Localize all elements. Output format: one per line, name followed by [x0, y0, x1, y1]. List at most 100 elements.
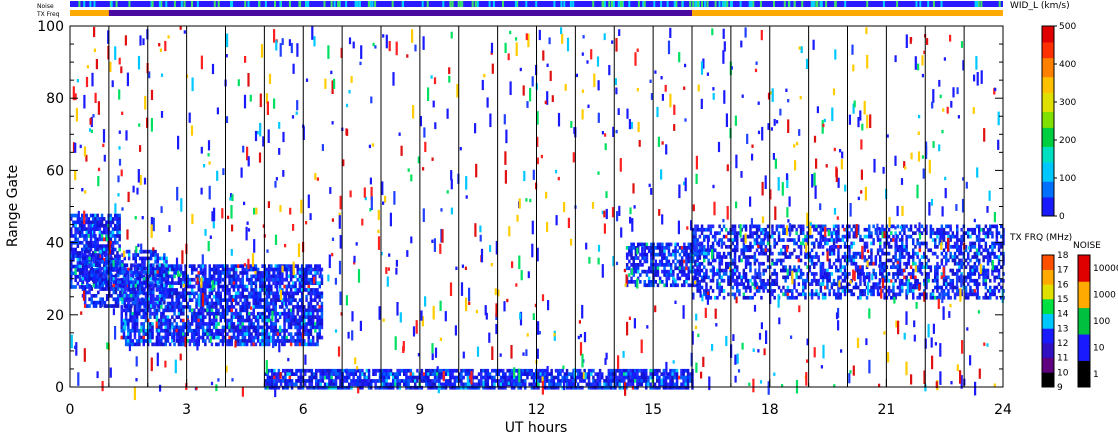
data-cell	[486, 375, 490, 380]
data-cell	[298, 274, 302, 279]
noise-strip-tick	[354, 1, 357, 7]
data-cell	[680, 266, 684, 271]
data-cell	[201, 288, 205, 292]
data-cell	[81, 217, 84, 221]
data-cell	[98, 237, 102, 242]
data-cell	[771, 289, 774, 293]
data-cell	[116, 213, 119, 218]
data-cell	[620, 368, 624, 373]
data-cell	[230, 328, 233, 333]
data-cell	[296, 277, 299, 282]
data-cell	[760, 248, 763, 253]
data-cell	[557, 372, 560, 376]
data-cell	[155, 339, 159, 343]
data-cell	[925, 231, 928, 235]
data-cell	[940, 224, 944, 229]
data-cell	[731, 238, 735, 242]
noise-strip-tick	[673, 1, 676, 7]
data-cell	[631, 385, 635, 390]
noise-strip-tick	[258, 1, 261, 7]
data-cell	[78, 285, 82, 289]
data-cell	[142, 328, 145, 333]
data-cell	[250, 318, 253, 323]
data-cell	[618, 379, 622, 383]
data-cell	[967, 261, 970, 266]
data-cell	[319, 368, 322, 373]
data-cell	[771, 251, 774, 256]
data-cell	[1000, 245, 1003, 249]
data-cell	[510, 372, 514, 376]
data-cell	[731, 258, 735, 263]
data-cell	[267, 335, 271, 340]
data-cell	[230, 311, 233, 316]
data-cell	[936, 265, 939, 269]
data-cell	[78, 227, 82, 231]
data-cell	[219, 305, 222, 309]
data-cell	[989, 289, 992, 293]
data-cell	[817, 255, 820, 259]
data-cell	[960, 227, 963, 232]
data-cell	[274, 284, 277, 289]
data-cell	[576, 382, 580, 387]
data-cell	[898, 265, 902, 269]
data-cell	[643, 283, 646, 288]
data-cell	[947, 292, 950, 297]
data-cell	[916, 282, 919, 286]
data-cell	[923, 282, 926, 286]
data-cell	[526, 368, 529, 373]
data-cell	[175, 332, 178, 336]
data-cell	[773, 231, 776, 235]
data-cell	[138, 298, 141, 302]
data-cell	[177, 335, 181, 340]
data-cell	[707, 227, 710, 232]
data-cell	[378, 372, 382, 376]
data-cell	[144, 339, 148, 343]
data-cell	[83, 264, 86, 269]
data-cell	[667, 276, 671, 281]
data-cell	[389, 372, 393, 376]
data-cell	[967, 234, 970, 239]
data-cell	[854, 251, 858, 256]
data-cell	[305, 328, 308, 333]
data-cell	[989, 224, 992, 229]
data-cell	[155, 335, 159, 340]
data-cell	[204, 284, 207, 289]
data-cell	[703, 238, 706, 242]
data-cell	[186, 315, 189, 319]
data-cell	[153, 315, 156, 319]
data-cell	[484, 368, 487, 373]
data-cell	[274, 318, 277, 323]
data-cell	[898, 258, 902, 263]
data-cell	[274, 308, 277, 313]
data-cell	[232, 322, 236, 326]
data-cell	[303, 311, 306, 316]
data-cell	[142, 325, 145, 330]
data-cell	[219, 315, 222, 319]
data-cell	[283, 294, 286, 299]
data-cell	[111, 244, 115, 248]
data-cell	[427, 379, 430, 383]
data-cell	[396, 375, 399, 380]
data-cell	[733, 231, 737, 235]
data-cell	[232, 284, 236, 289]
data-cell	[835, 282, 838, 286]
data-cell	[782, 227, 785, 232]
data-cell	[925, 245, 928, 249]
data-cell	[881, 251, 884, 256]
data-cell	[405, 375, 408, 380]
data-cell	[499, 385, 503, 390]
data-cell	[671, 372, 674, 376]
data-cell	[973, 241, 977, 246]
data-cell	[118, 230, 121, 235]
data-cell	[515, 379, 518, 383]
data-cell	[905, 241, 908, 246]
data-cell	[742, 241, 746, 246]
data-cell	[654, 269, 657, 274]
data-cell	[252, 294, 255, 299]
data-cell	[164, 328, 167, 333]
data-cell	[164, 325, 167, 330]
data-cell	[742, 285, 746, 290]
data-cell	[197, 264, 200, 268]
data-cell	[645, 368, 648, 373]
data-cell	[909, 224, 913, 229]
